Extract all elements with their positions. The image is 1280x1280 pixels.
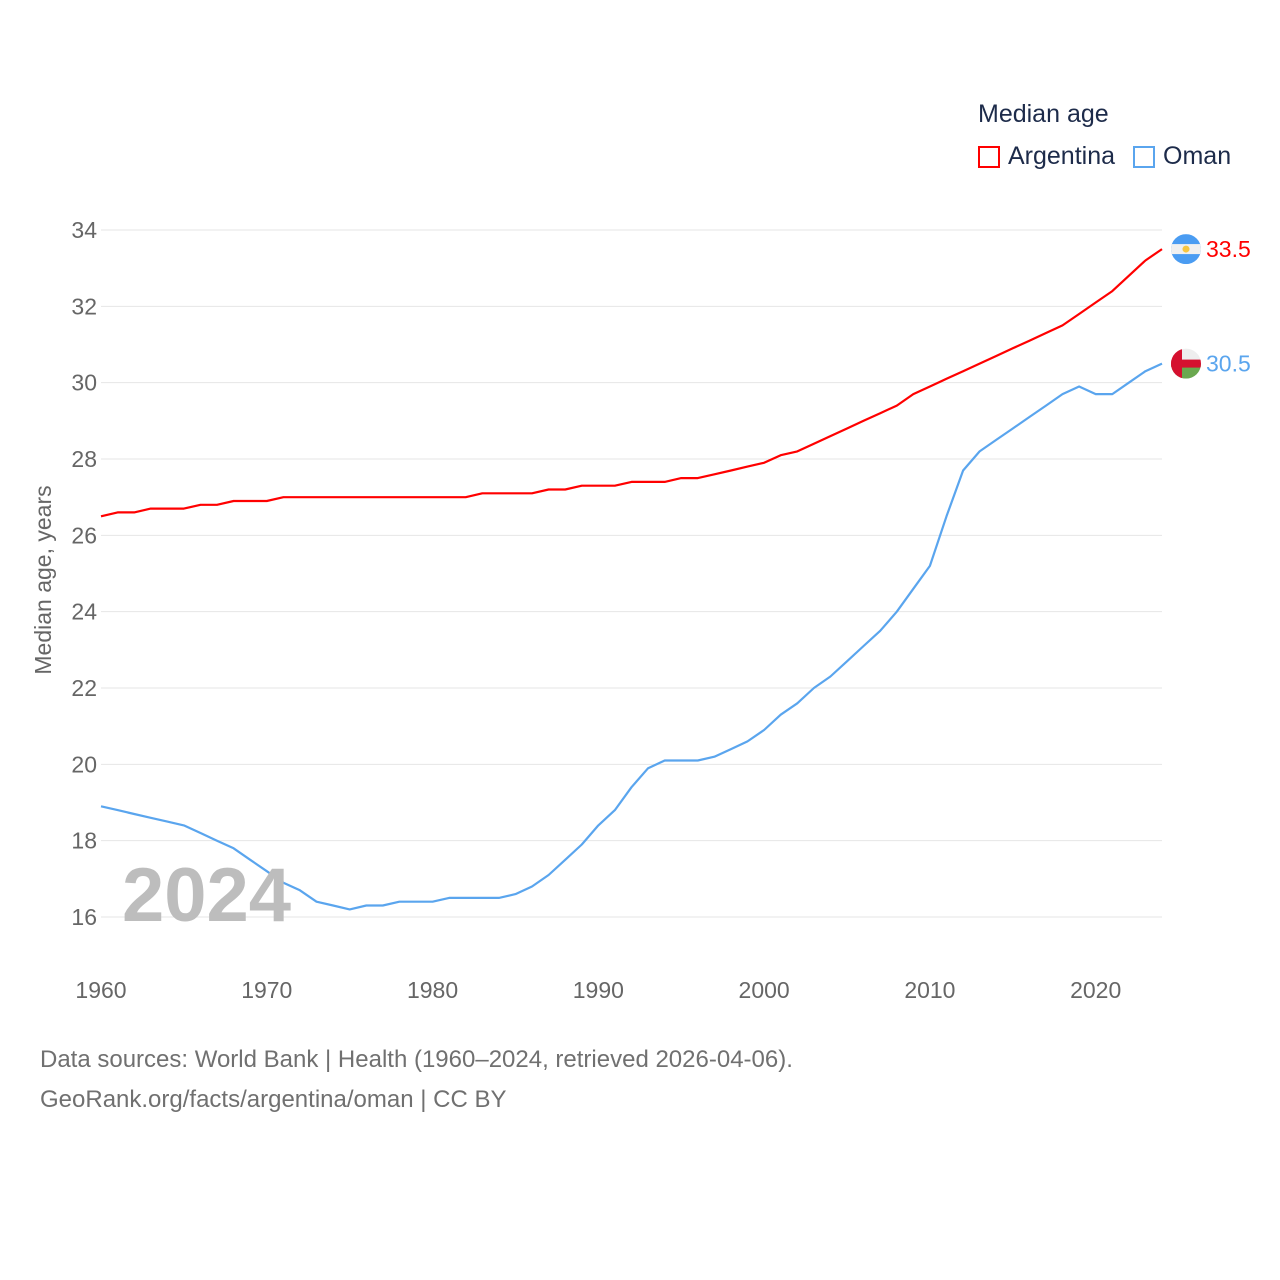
x-tick-label: 1980 [407, 977, 458, 1003]
end-value-label: 30.5 [1206, 351, 1251, 377]
y-tick-label: 30 [71, 370, 97, 396]
legend-swatch-oman [1133, 145, 1156, 168]
y-tick-label: 26 [71, 522, 97, 548]
end-value-label: 33.5 [1206, 236, 1251, 262]
x-tick-label: 2020 [1070, 977, 1121, 1003]
series-line-oman[interactable] [100, 362, 1163, 911]
x-tick-label: 1990 [573, 977, 624, 1003]
y-tick-label: 22 [71, 675, 97, 701]
x-tick-label: 2010 [904, 977, 955, 1003]
data-source: Data sources: World Bank | Health (1960–… [40, 1046, 793, 1073]
x-tick-label: 1960 [75, 977, 126, 1003]
oman-flag-icon [1171, 348, 1201, 379]
legend-swatch-argentina [978, 145, 1000, 168]
y-tick-label: 18 [71, 828, 97, 854]
y-tick-label: 28 [71, 446, 97, 472]
attribution: GeoRank.org/facts/argentina/oman | CC BY [40, 1086, 507, 1113]
y-tick-label: 20 [71, 751, 97, 777]
legend-label-argentina[interactable]: Argentina [1008, 142, 1116, 170]
x-tick-label: 1970 [241, 977, 292, 1003]
argentina-flag-icon [1171, 234, 1201, 265]
legend-label-oman[interactable]: Oman [1163, 142, 1232, 170]
y-tick-label: 24 [71, 599, 97, 625]
x-tick-label: 2000 [739, 977, 790, 1003]
series-line-argentina[interactable] [100, 248, 1163, 518]
legend: Argentina Oman [978, 142, 1231, 171]
y-tick-label: 32 [71, 293, 97, 319]
y-tick-label: 34 [71, 217, 97, 243]
current-year-watermark: 2024 [122, 853, 292, 938]
legend-title: Median age [978, 100, 1109, 128]
y-axis-label: Median age, years [30, 485, 56, 674]
y-tick-label: 16 [71, 904, 97, 930]
